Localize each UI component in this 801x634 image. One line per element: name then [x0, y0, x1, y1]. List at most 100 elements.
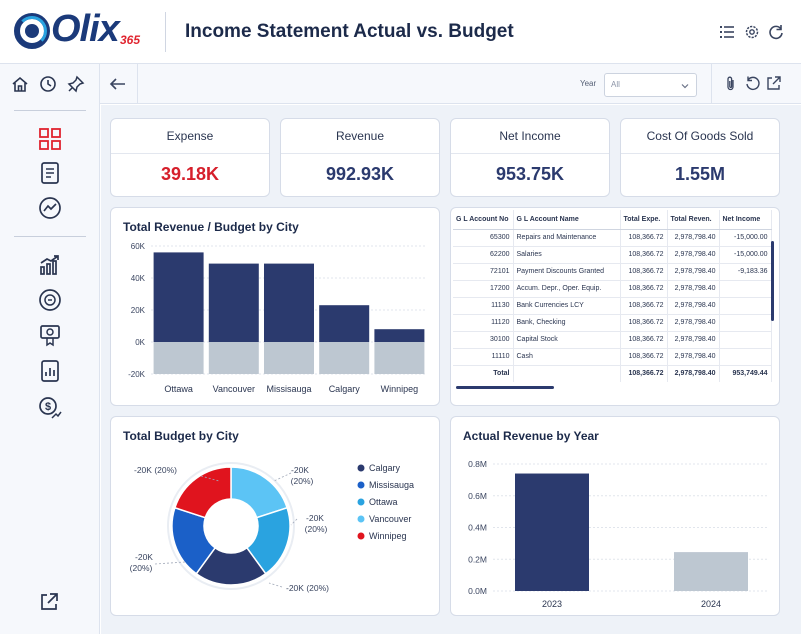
table-cell: 953,749.44	[719, 365, 772, 382]
horizontal-scrollbar[interactable]	[456, 386, 554, 389]
kpi-card-expense[interactable]: Expense 39.18K	[110, 118, 270, 197]
kpi-value: 39.18K	[160, 164, 220, 184]
table-cell: 30100	[453, 331, 514, 349]
report-document-icon[interactable]	[37, 160, 63, 186]
certificate-icon[interactable]	[37, 322, 63, 348]
bar-actual-revenue[interactable]	[515, 473, 589, 591]
bar-revenue[interactable]	[374, 329, 425, 342]
table-cell: 2,978,798.40	[667, 365, 720, 382]
actual-revenue-chart: 0.8M 0.6M 0.4M 0.2M 0.0M 2023 2024	[468, 459, 767, 609]
table-cell: -15,000.00	[719, 229, 772, 247]
table-cell: Capital Stock	[513, 331, 621, 349]
column-header[interactable]: Total Expe.	[620, 210, 668, 230]
budget-by-city-card: Total Budget by City -20K (20%) -20K (20%)…	[110, 416, 440, 616]
legend-swatch	[357, 532, 365, 540]
trend-circle-icon[interactable]	[37, 195, 63, 221]
kpi-value: 992.93K	[325, 164, 395, 184]
y-tick-label: 0.6M	[468, 491, 487, 501]
table-row[interactable]: 30100 Capital Stock 108,366.72 2,978,798.40	[453, 331, 772, 349]
sidebar: $	[0, 64, 100, 634]
kpi-divider	[111, 153, 269, 154]
bar-actual-revenue[interactable]	[674, 552, 748, 591]
legend-label[interactable]: Calgary	[369, 463, 401, 473]
bar-budget[interactable]	[208, 342, 259, 374]
table-cell: 2,978,798.40	[667, 280, 720, 298]
table-row[interactable]: 17200 Accum. Depr., Oper. Equip. 108,366.7…	[453, 280, 772, 298]
column-header[interactable]: G L Account Name	[513, 210, 621, 230]
legend-label[interactable]: Vancouver	[369, 514, 411, 524]
external-link-icon[interactable]	[38, 591, 60, 613]
table-row[interactable]: 72101 Payment Discounts Granted 108,366.72…	[453, 263, 772, 281]
table-total-row[interactable]: Total 108,366.72 2,978,798.40 953,749.44	[453, 365, 772, 382]
open-external-icon[interactable]	[765, 75, 782, 92]
kpi-card-revenue[interactable]: Revenue 992.93K	[280, 118, 440, 197]
legend-swatch	[357, 464, 365, 472]
table-cell: Repairs and Maintenance	[513, 229, 621, 247]
back-arrow-icon[interactable]	[108, 75, 128, 93]
x-tick-label: Winnipeg	[381, 384, 419, 394]
table-cell: 2,978,798.40	[667, 314, 720, 332]
bar-budget[interactable]	[153, 342, 204, 374]
table-header-row: G L Account No G L Account Name Total Expe…	[453, 210, 772, 230]
growth-chart-icon[interactable]	[37, 252, 63, 278]
svg-text:$: $	[45, 401, 51, 413]
table-cell	[513, 365, 621, 382]
bar-revenue[interactable]	[153, 252, 204, 342]
bar-revenue[interactable]	[319, 305, 370, 342]
bar-revenue[interactable]	[208, 263, 259, 342]
x-tick-label: 2024	[701, 599, 721, 609]
legend-label[interactable]: Missisauga	[369, 480, 414, 490]
table-cell: 2,978,798.40	[667, 297, 720, 315]
reset-icon[interactable]	[744, 75, 761, 92]
leader-line	[273, 472, 292, 482]
refresh-icon[interactable]	[767, 23, 785, 41]
y-tick-label: 0.4M	[468, 523, 487, 533]
donut-slice[interactable]	[173, 466, 232, 519]
bar-budget[interactable]	[374, 342, 425, 374]
bar-budget[interactable]	[319, 342, 370, 374]
legend-label[interactable]: Ottawa	[369, 497, 398, 507]
year-filter-value: All	[611, 80, 620, 89]
x-tick-label: Missisauga	[266, 384, 311, 394]
table-row[interactable]: 11130 Bank Currencies LCY 108,366.72 2,978,…	[453, 297, 772, 315]
column-header[interactable]: G L Account No	[453, 210, 514, 230]
column-header[interactable]: Total Reven.	[667, 210, 720, 230]
bar-revenue[interactable]	[264, 263, 314, 342]
y-tick-label: 0.0M	[468, 586, 487, 596]
attachment-icon[interactable]	[722, 75, 739, 92]
column-header[interactable]: Net Income	[719, 210, 772, 230]
year-filter-label: Year	[580, 79, 597, 88]
kpi-card-cogs[interactable]: Cost Of Goods Sold 1.55M	[620, 118, 780, 197]
kpi-card-net-income[interactable]: Net Income 953.75K	[450, 118, 610, 197]
table-row[interactable]: 65300 Repairs and Maintenance 108,366.72 2,…	[453, 229, 772, 247]
coin-cycle-icon[interactable]	[37, 287, 63, 313]
table-cell	[719, 348, 772, 366]
table-row[interactable]: 62200 Salaries 108,366.72 2,978,798.40 -15,0…	[453, 246, 772, 264]
olix-logo[interactable]: Olix 365	[14, 8, 146, 51]
card-title: Actual Revenue by Year	[463, 429, 599, 443]
pin-icon[interactable]	[67, 75, 85, 93]
bar-budget[interactable]	[264, 342, 314, 374]
table-row[interactable]: 11110 Cash 108,366.72 2,978,798.40	[453, 348, 772, 366]
table-row[interactable]: 11120 Bank, Checking 108,366.72 2,978,798.4…	[453, 314, 772, 332]
legend-label[interactable]: Winnipeg	[369, 531, 407, 541]
table-cell	[719, 297, 772, 315]
vertical-scrollbar[interactable]	[771, 241, 774, 321]
list-icon[interactable]	[718, 23, 736, 41]
dashboard-grid-icon[interactable]	[37, 126, 63, 152]
document-chart-icon[interactable]	[37, 358, 63, 384]
donut-outline	[167, 462, 295, 590]
home-icon[interactable]	[11, 75, 29, 93]
gear-icon[interactable]	[743, 23, 761, 41]
year-filter-select[interactable]: All	[604, 73, 697, 97]
toolbar: Year All	[100, 64, 801, 104]
clock-icon[interactable]	[39, 75, 57, 93]
legend-swatch	[357, 515, 365, 523]
dollar-growth-icon[interactable]: $	[37, 395, 63, 421]
table-cell: Total	[453, 365, 514, 382]
logo-dot-icon	[25, 24, 39, 38]
budget-donut-chart: -20K (20%) -20K(20%)-20K(20%)-20K(20%)-20…	[130, 462, 414, 593]
table-cell: Payment Discounts Granted	[513, 263, 621, 281]
y-tick-label: 0K	[135, 338, 145, 347]
revenue-budget-card: Total Revenue / Budget by City 60K 40K 20K…	[110, 207, 440, 406]
